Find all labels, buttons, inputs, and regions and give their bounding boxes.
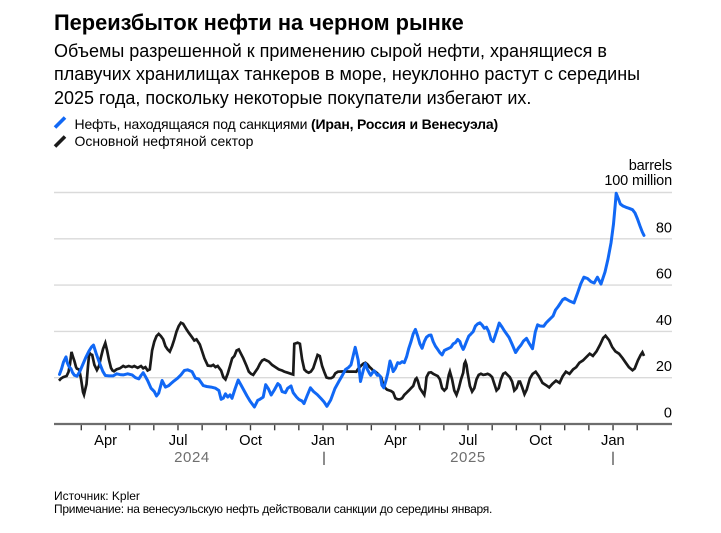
svg-text:Jul: Jul [459,433,478,449]
svg-text:Jul: Jul [169,433,188,449]
svg-text:100 million: 100 million [604,173,672,189]
svg-text:20: 20 [656,359,672,375]
svg-text:2025: 2025 [450,449,486,466]
svg-text:Apr: Apr [94,433,117,449]
svg-text:60: 60 [656,267,672,283]
svg-text:40: 40 [656,313,672,329]
svg-text:Oct: Oct [529,433,552,449]
svg-text:Jan: Jan [311,433,335,449]
svg-text:80: 80 [656,220,672,236]
svg-text:Oct: Oct [239,433,262,449]
svg-text:Apr: Apr [384,433,407,449]
svg-text:barrels: barrels [629,158,672,174]
svg-text:Jan: Jan [601,433,625,449]
svg-text:2024: 2024 [174,449,210,466]
svg-text:0: 0 [664,406,672,422]
